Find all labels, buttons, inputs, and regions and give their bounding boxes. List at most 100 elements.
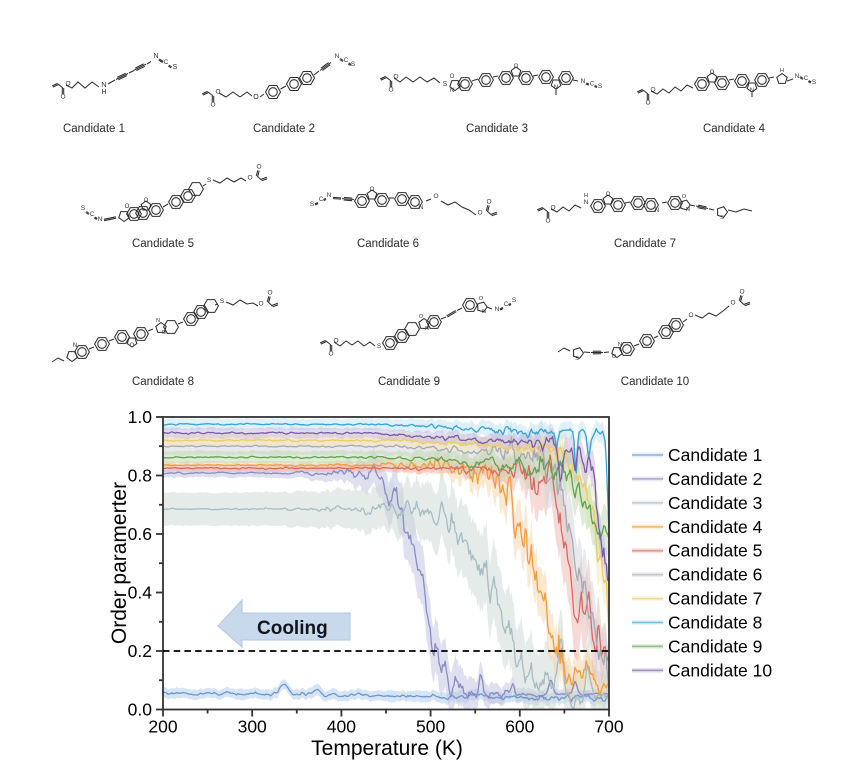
svg-text:O: O (267, 290, 272, 297)
svg-text:0.4: 0.4 (128, 583, 153, 603)
svg-text:O: O (606, 192, 611, 198)
svg-text:O: O (688, 312, 693, 319)
svg-text:O: O (514, 64, 519, 70)
svg-text:C: C (164, 59, 169, 66)
svg-text:N: N (795, 73, 800, 80)
svg-text:S: S (81, 205, 86, 212)
svg-text:O: O (65, 81, 70, 88)
svg-text:C: C (590, 82, 595, 88)
svg-text:C: C (344, 58, 349, 64)
svg-text:O: O (545, 218, 550, 225)
svg-text:C: C (319, 197, 324, 203)
svg-text:N: N (419, 205, 423, 211)
svg-text:S: S (575, 356, 579, 362)
svg-text:O: O (210, 102, 215, 109)
svg-text:N: N (156, 318, 160, 324)
svg-text:500: 500 (416, 717, 445, 737)
svg-text:O: O (710, 70, 715, 76)
svg-text:0.6: 0.6 (128, 524, 152, 544)
svg-text:O: O (370, 187, 375, 193)
svg-text:N: N (101, 80, 106, 89)
svg-text:Candidate 6: Candidate 6 (357, 238, 419, 250)
svg-text:1.0: 1.0 (128, 407, 153, 427)
svg-text:Candidate 10: Candidate 10 (668, 660, 772, 680)
svg-text:300: 300 (238, 717, 267, 737)
svg-text:S: S (512, 297, 517, 304)
svg-text:S: S (443, 81, 448, 88)
svg-text:O: O (253, 94, 259, 101)
svg-text:400: 400 (327, 717, 356, 737)
svg-text:N: N (495, 306, 500, 313)
svg-text:N: N (581, 78, 586, 85)
svg-text:Candidate 2: Candidate 2 (668, 469, 762, 489)
svg-text:0.0: 0.0 (128, 700, 153, 720)
svg-text:O: O (247, 175, 252, 182)
svg-text:O: O (433, 193, 438, 200)
svg-text:O: O (144, 198, 149, 204)
svg-text:O: O (125, 204, 130, 210)
svg-text:S: S (207, 177, 212, 184)
svg-text:O: O (477, 210, 482, 217)
svg-text:O: O (479, 296, 484, 302)
svg-text:N: N (73, 343, 77, 349)
svg-text:N: N (335, 53, 340, 60)
svg-text:O: O (650, 87, 655, 94)
svg-text:Temperature (K): Temperature (K) (311, 737, 463, 760)
svg-text:Candidate 1: Candidate 1 (668, 445, 762, 465)
svg-text:C: C (804, 76, 809, 82)
svg-text:Candidate 3: Candidate 3 (668, 493, 762, 513)
svg-text:Candidate 8: Candidate 8 (132, 376, 194, 388)
svg-text:Candidate 2: Candidate 2 (253, 123, 315, 135)
svg-text:Candidate 1: Candidate 1 (63, 123, 125, 135)
svg-text:O: O (739, 289, 744, 296)
svg-text:H: H (101, 89, 106, 96)
svg-text:O: O (215, 89, 220, 96)
svg-text:Cooling: Cooling (257, 618, 328, 639)
svg-text:O: O (258, 301, 263, 308)
svg-text:Candidate 8: Candidate 8 (668, 613, 762, 633)
svg-text:Candidate 9: Candidate 9 (668, 636, 762, 656)
svg-text:O: O (393, 74, 398, 81)
svg-text:600: 600 (505, 717, 534, 737)
svg-text:H: H (584, 193, 588, 199)
svg-text:Candidate 7: Candidate 7 (614, 238, 676, 250)
svg-text:Order paramerter: Order paramerter (108, 482, 131, 644)
svg-text:Candidate 7: Candidate 7 (668, 589, 762, 609)
svg-text:N: N (686, 207, 690, 213)
svg-text:Candidate 9: Candidate 9 (378, 376, 440, 388)
svg-text:Candidate 4: Candidate 4 (703, 123, 766, 135)
svg-text:O: O (388, 87, 393, 94)
svg-text:N: N (450, 88, 454, 94)
svg-text:N: N (98, 216, 103, 223)
svg-text:O: O (130, 343, 135, 349)
svg-text:S: S (598, 83, 603, 90)
svg-text:O: O (419, 314, 424, 320)
svg-text:O: O (730, 300, 735, 307)
svg-text:0.8: 0.8 (128, 466, 152, 486)
svg-text:O: O (550, 205, 555, 212)
svg-text:S: S (310, 201, 315, 208)
svg-text:S: S (720, 215, 724, 221)
svg-text:Candidate 6: Candidate 6 (668, 565, 762, 585)
svg-text:O: O (162, 330, 167, 336)
svg-text:Candidate 4: Candidate 4 (668, 517, 763, 537)
svg-text:O: O (333, 338, 338, 345)
svg-text:N: N (750, 88, 754, 94)
svg-text:S: S (173, 64, 178, 71)
svg-text:200: 200 (148, 717, 177, 737)
svg-text:O: O (645, 100, 650, 107)
svg-text:O: O (60, 94, 65, 101)
svg-text:S: S (377, 343, 382, 350)
svg-text:N: N (618, 342, 622, 348)
svg-text:O: O (682, 194, 687, 200)
svg-text:700: 700 (594, 717, 623, 737)
svg-text:S: S (812, 79, 817, 86)
svg-text:O: O (256, 164, 261, 171)
svg-text:C: C (504, 302, 509, 308)
svg-text:N: N (655, 208, 659, 214)
svg-text:N: N (153, 53, 158, 60)
svg-text:0.2: 0.2 (128, 641, 152, 661)
svg-text:Candidate 3: Candidate 3 (466, 123, 528, 135)
svg-text:O: O (450, 74, 455, 80)
svg-text:N: N (584, 199, 589, 206)
